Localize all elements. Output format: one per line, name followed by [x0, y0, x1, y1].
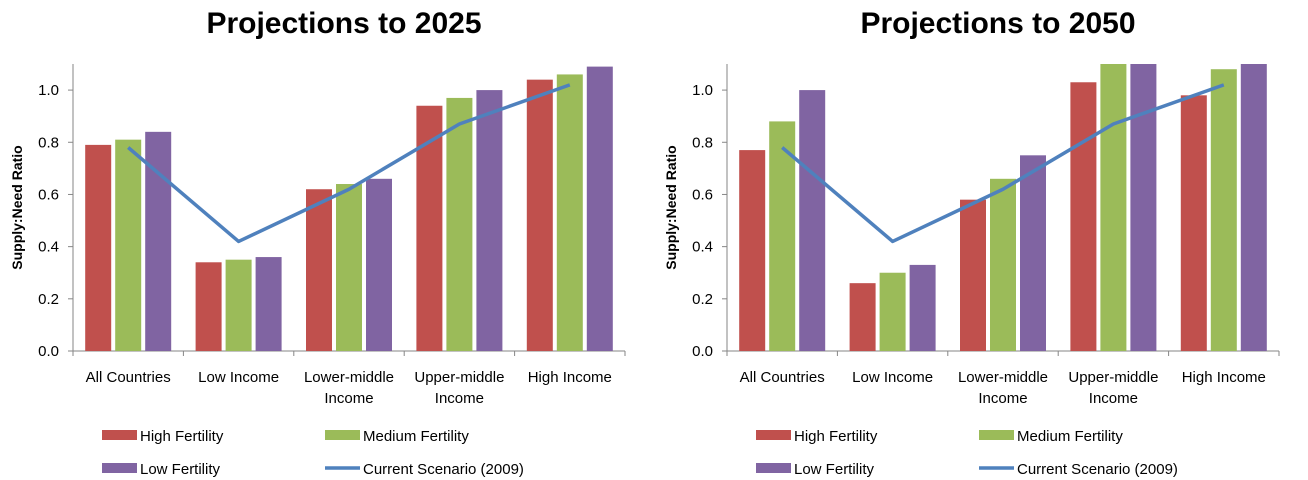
bar [115, 139, 142, 351]
y-tick-label: 1.0 [692, 82, 713, 99]
bar [85, 144, 112, 351]
bar [1020, 155, 1046, 351]
y-tick-label: 0.2 [38, 291, 59, 308]
x-category-label: All Countries [740, 369, 825, 386]
x-category-label: High Income [1182, 369, 1266, 386]
y-tick-label: 0.0 [38, 343, 59, 360]
bar [556, 74, 583, 351]
legend-label: Low Fertility [140, 461, 221, 478]
bar [799, 90, 826, 351]
x-category-label: All Countries [86, 369, 171, 386]
legend-swatch [756, 463, 791, 473]
y-tick-label: 0.0 [692, 343, 713, 360]
x-category-label: Low Income [852, 369, 933, 386]
bar [1210, 69, 1237, 351]
legend-label: Medium Fertility [1017, 428, 1123, 445]
y-tick-label: 0.2 [692, 291, 713, 308]
x-category-label: Income [435, 390, 484, 407]
legend-label: Current Scenario (2009) [1017, 461, 1178, 478]
bar [1070, 82, 1097, 351]
bar [366, 178, 392, 351]
bar [1180, 95, 1207, 352]
legend-label: Current Scenario (2009) [363, 461, 524, 478]
bar [586, 66, 613, 351]
current-scenario-line [781, 83, 1225, 244]
y-tick-label: 0.4 [38, 239, 59, 256]
bar [1130, 64, 1157, 351]
x-category-label: Upper-middle [1068, 369, 1158, 386]
bar [225, 259, 252, 351]
y-tick-label: 0.6 [692, 186, 713, 203]
y-tick-label: 0.8 [38, 134, 59, 151]
bar [1240, 64, 1267, 351]
legend-swatch [102, 463, 137, 473]
bar [879, 272, 906, 351]
bar [336, 184, 362, 351]
bar [195, 262, 222, 351]
y-tick-label: 0.4 [692, 239, 713, 256]
x-category-label: Lower-middle [958, 369, 1048, 386]
bar [849, 283, 876, 351]
x-category-label: High Income [528, 369, 612, 386]
x-category-label: Income [1089, 390, 1138, 407]
bar [739, 150, 766, 351]
y-tick-label: 0.6 [38, 186, 59, 203]
chart-title: Projections to 2025 [206, 7, 481, 40]
chart-title: Projections to 2050 [860, 7, 1135, 40]
bar [1100, 64, 1127, 351]
bar [909, 264, 936, 351]
bar [990, 178, 1016, 351]
legend-label: Medium Fertility [363, 428, 469, 445]
bar [145, 131, 172, 351]
y-axis-label: Supply:Need Ratio [663, 145, 679, 269]
current-scenario-line [127, 83, 571, 244]
legend-label: High Fertility [794, 428, 878, 445]
bar [306, 189, 332, 351]
bar [960, 199, 986, 351]
bar [769, 121, 796, 352]
y-tick-label: 0.8 [692, 134, 713, 151]
chart-svg: Projections to 2025 Supply:Need Ratio 0.0 0… [9, 7, 626, 478]
bar [446, 97, 473, 351]
chart-panel-2025: Projections to 2025 Supply:Need Ratio 0.0 0… [9, 7, 626, 478]
legend-label: Low Fertility [794, 461, 875, 478]
x-category-label: Lower-middle [304, 369, 394, 386]
legend-swatch [979, 430, 1014, 440]
x-category-label: Income [978, 390, 1027, 407]
y-axis-label: Supply:Need Ratio [9, 145, 25, 269]
y-tick-label: 1.0 [38, 82, 59, 99]
legend-swatch [756, 430, 791, 440]
bar [255, 257, 282, 351]
x-category-label: Upper-middle [414, 369, 504, 386]
chart-panel-2050: Projections to 2050 Supply:Need Ratio 0.0 0… [654, 0, 1308, 480]
x-category-label: Income [324, 390, 373, 407]
legend-label: High Fertility [140, 428, 224, 445]
x-category-label: Low Income [198, 369, 279, 386]
chart-svg: Projections to 2050 Supply:Need Ratio 0.0 0… [663, 7, 1280, 478]
legend-swatch [102, 430, 137, 440]
bar [526, 79, 553, 352]
bar [476, 90, 503, 351]
legend-swatch [325, 430, 360, 440]
